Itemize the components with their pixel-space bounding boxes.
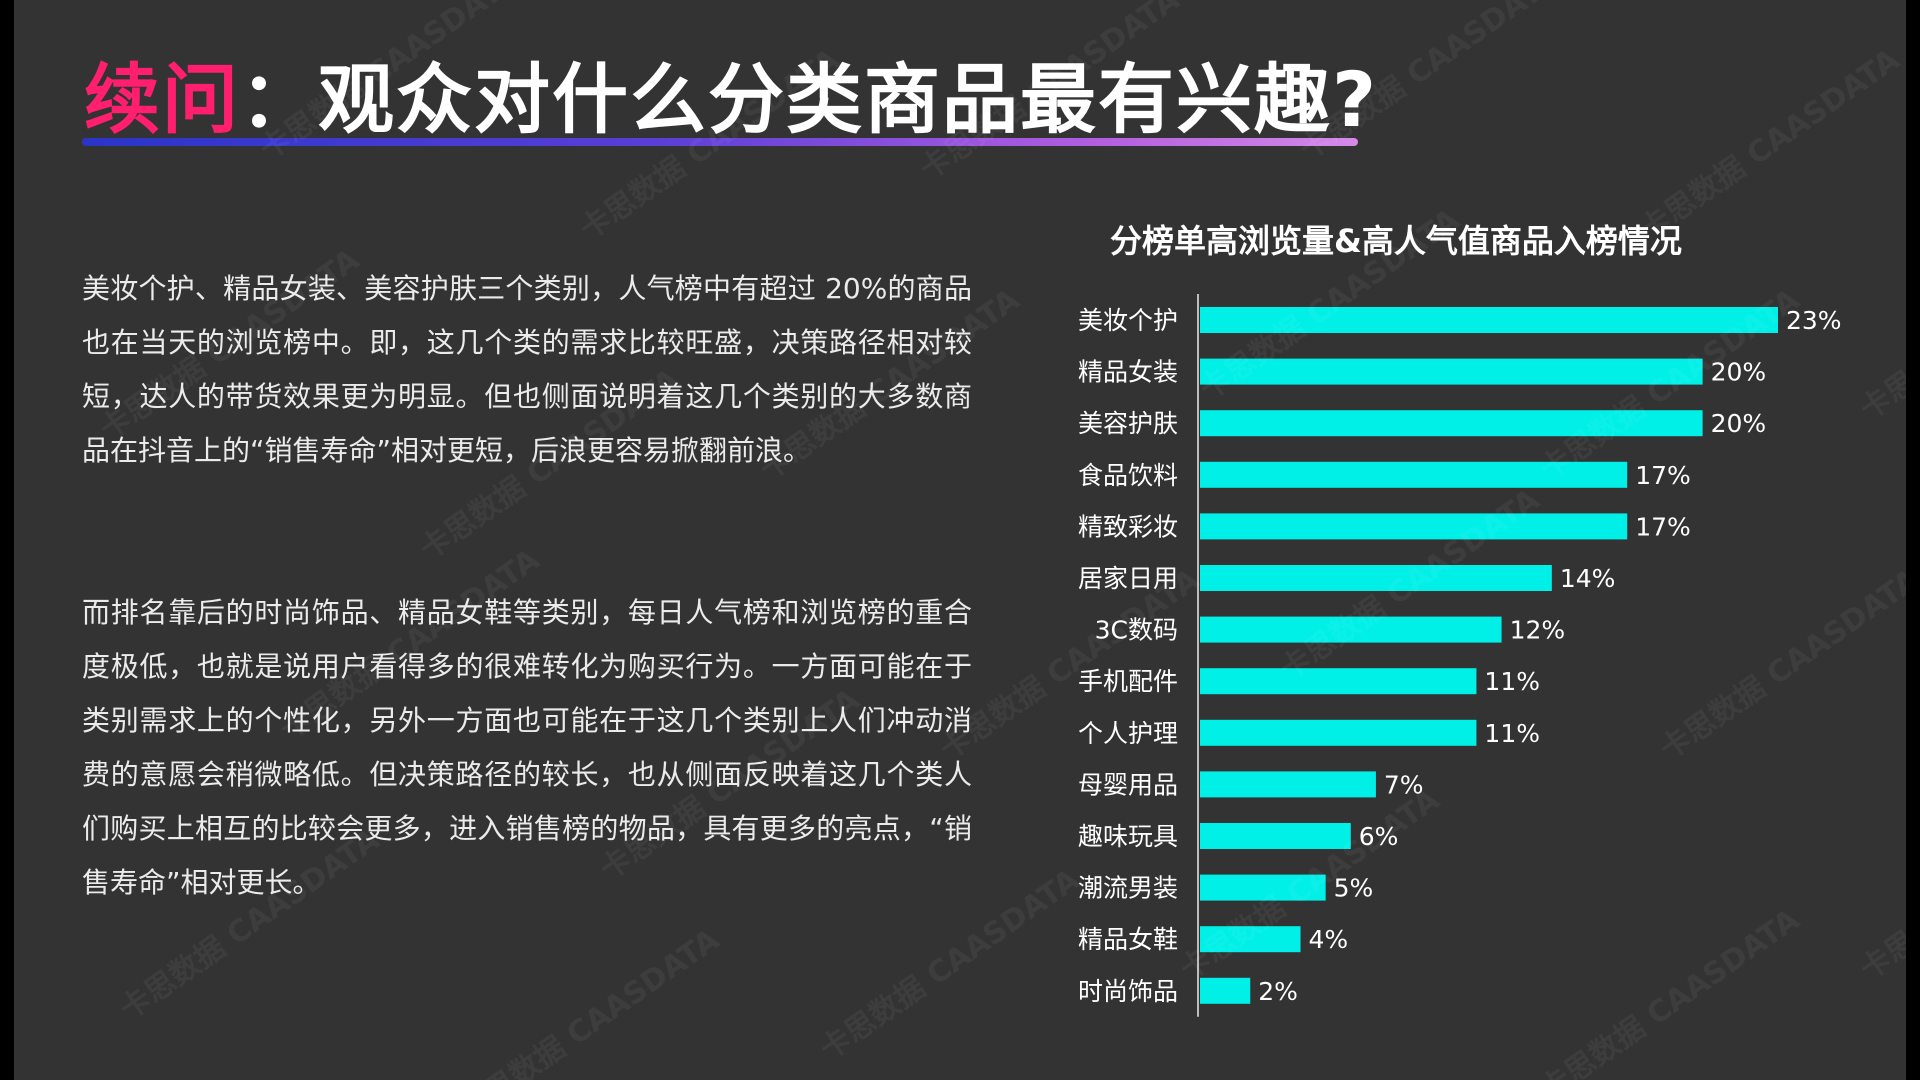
bar — [1200, 616, 1502, 643]
value-label: 17% — [1635, 512, 1691, 541]
category-label: 居家日用 — [1078, 564, 1178, 593]
paragraph-bottom: 而排名靠后的时尚饰品、精品女鞋等类别，每日人气榜和浏览榜的重合度极低，也就是说用… — [82, 596, 972, 899]
category-label: 精品女装 — [1078, 358, 1178, 387]
category-label: 趣味玩具 — [1078, 822, 1178, 851]
category-label: 食品饮料 — [1078, 461, 1178, 490]
watermark: 卡思数据 CAASDATA — [453, 922, 726, 1080]
value-label: 11% — [1484, 667, 1540, 696]
category-label: 母婴用品 — [1078, 770, 1178, 799]
bar-chart: 美妆个护 23% 精品女装 20% 美容护肤 20% 食品饮料 17% 精致彩妆 17% 居家日用 1… — [1078, 294, 1842, 1017]
value-label: 4% — [1309, 925, 1349, 954]
page-title: 续问：观众对什么分类商品最有兴趣? — [84, 52, 1378, 148]
bar — [1200, 719, 1477, 746]
slide: 续问：观众对什么分类商品最有兴趣? 美妆个护、精品女装、美容护肤三个类别，人气榜… — [14, 0, 1906, 1080]
bar — [1200, 565, 1552, 591]
bar — [1200, 926, 1301, 953]
value-label: 14% — [1560, 564, 1616, 593]
bar — [1200, 874, 1326, 901]
value-label: 20% — [1711, 358, 1767, 387]
category-label: 美妆个护 — [1078, 306, 1178, 335]
bar — [1200, 307, 1778, 333]
bar — [1200, 771, 1376, 798]
value-label: 11% — [1484, 719, 1540, 748]
watermark: 卡思数据 CAASDATA — [1853, 222, 1906, 428]
chart-title: 分榜单高浏览量&高人气值商品入榜情况 — [1110, 222, 1682, 260]
bar — [1200, 977, 1251, 1004]
category-label: 时尚饰品 — [1078, 977, 1178, 1006]
category-label: 个人护理 — [1078, 719, 1178, 748]
value-label: 17% — [1635, 461, 1691, 490]
value-label: 5% — [1334, 874, 1374, 903]
title-accent: 续问 — [84, 55, 240, 144]
value-label: 23% — [1786, 306, 1842, 335]
bar — [1200, 823, 1351, 849]
category-label: 美容护肤 — [1078, 409, 1178, 438]
category-label: 手机配件 — [1078, 667, 1178, 696]
watermark: 卡思数据 CAASDATA — [1853, 782, 1906, 988]
value-label: 6% — [1359, 822, 1399, 851]
bar — [1200, 668, 1477, 695]
category-label: 潮流男装 — [1078, 874, 1178, 903]
title-underline — [82, 138, 1358, 146]
category-label: 精品女鞋 — [1078, 925, 1178, 954]
category-label: 精致彩妆 — [1078, 512, 1178, 541]
bar — [1200, 358, 1703, 385]
category-label: 3C数码 — [1095, 616, 1178, 645]
paragraph-top: 美妆个护、精品女装、美容护肤三个类别，人气榜中有超过 20%的商品也在当天的浏览… — [82, 272, 972, 467]
bar — [1200, 461, 1628, 488]
value-label: 2% — [1258, 977, 1298, 1006]
value-label: 7% — [1384, 770, 1424, 799]
value-label: 20% — [1711, 409, 1767, 438]
title-rest: ：观众对什么分类商品最有兴趣? — [240, 55, 1379, 144]
value-label: 12% — [1510, 616, 1566, 645]
bar — [1200, 513, 1628, 540]
bar — [1200, 410, 1703, 437]
